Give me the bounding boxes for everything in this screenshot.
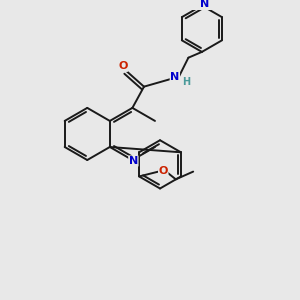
- Text: H: H: [182, 77, 190, 87]
- Text: N: N: [170, 72, 179, 82]
- Text: N: N: [129, 156, 138, 166]
- Text: O: O: [118, 61, 128, 71]
- Text: N: N: [200, 0, 209, 9]
- Text: O: O: [159, 166, 168, 176]
